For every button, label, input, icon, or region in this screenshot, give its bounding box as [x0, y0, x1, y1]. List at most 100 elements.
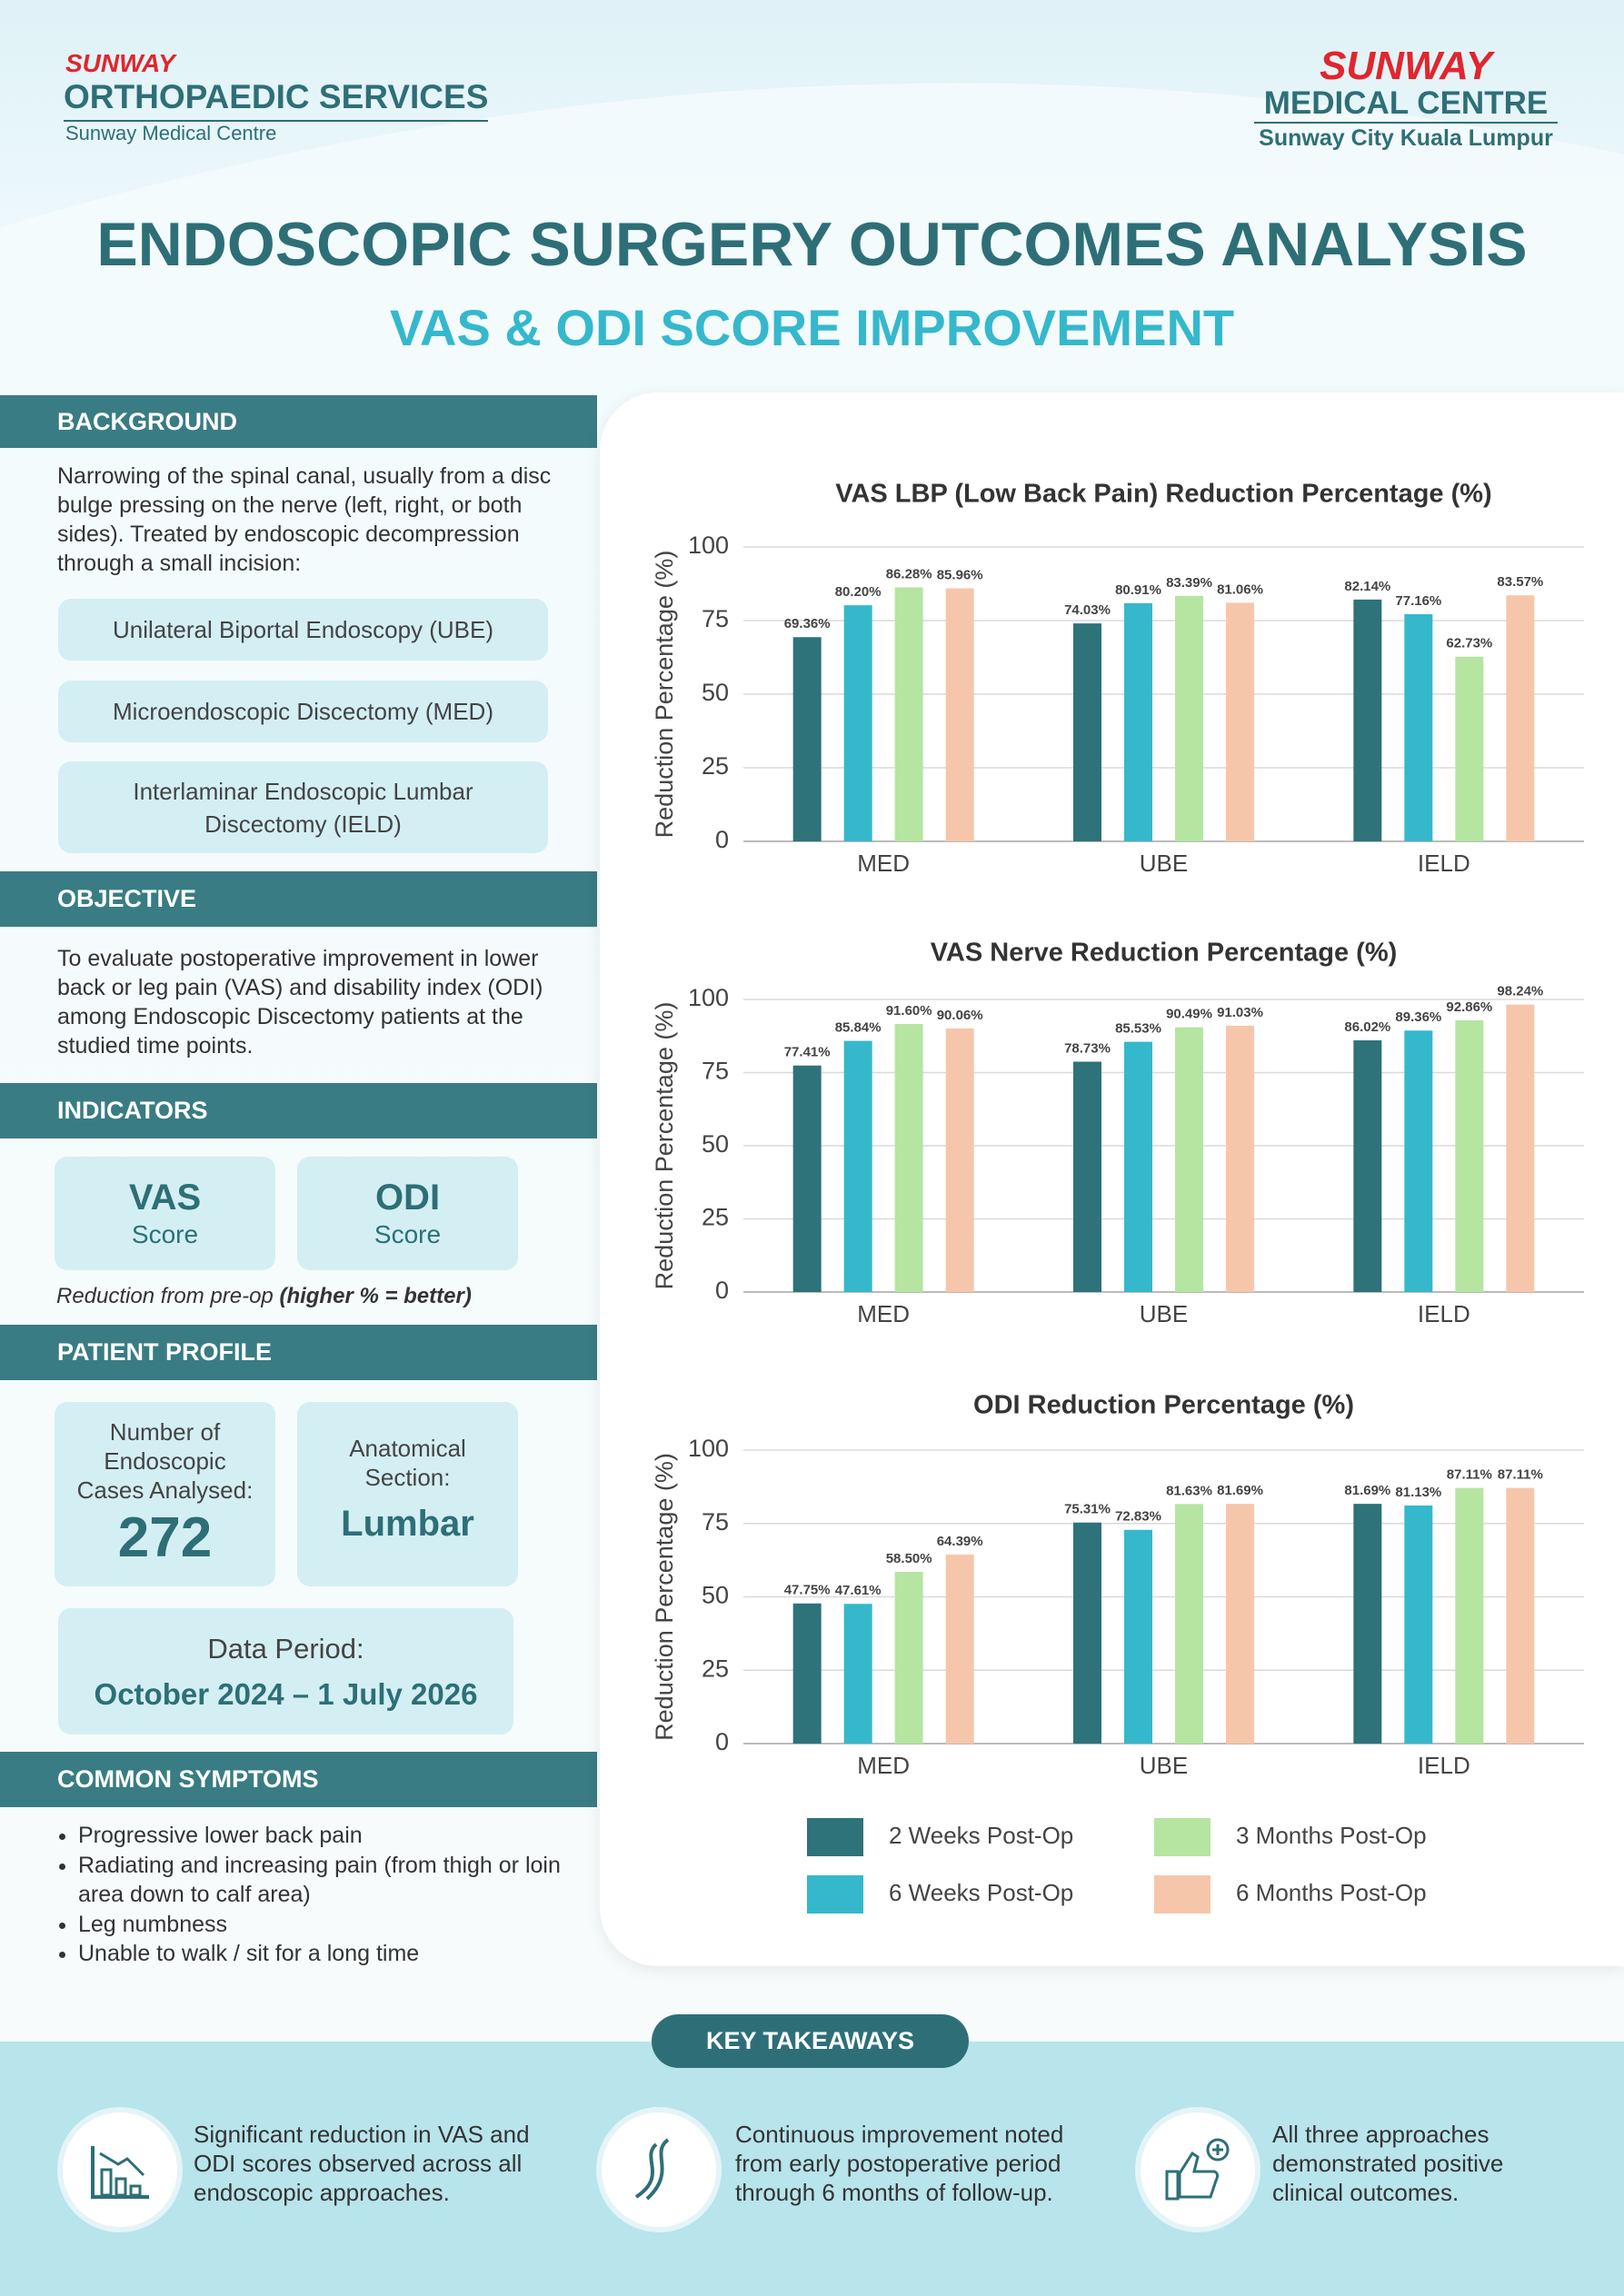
bar — [1124, 1041, 1152, 1292]
legend-swatch — [807, 1818, 863, 1856]
value-label: 69.36% — [784, 616, 831, 631]
bar — [1226, 1025, 1254, 1292]
period-label: Data Period: — [207, 1632, 364, 1665]
bar — [1455, 1487, 1484, 1744]
section-value: Lumbar — [341, 1503, 474, 1544]
bar — [1175, 1504, 1203, 1744]
bar — [1404, 1030, 1433, 1292]
approach-box: Interlaminar Endoscopic Lumbar Discectom… — [58, 761, 548, 853]
section-heading: PATIENT PROFILE — [0, 1325, 597, 1380]
legend-swatch — [807, 1875, 863, 1913]
value-label: 80.91% — [1115, 582, 1161, 598]
approach-box: Unilateral Biportal Endoscopy (UBE) — [58, 599, 548, 661]
chart-title: VAS Nerve Reduction Percentage (%) — [931, 939, 1398, 968]
value-label: 85.96% — [937, 567, 983, 582]
brand-left-top: SUNWAY — [65, 49, 175, 77]
x-tick-label: MED — [857, 1300, 910, 1327]
y-tick-label: 25 — [702, 1204, 729, 1231]
x-tick-label: IELD — [1418, 850, 1470, 877]
y-tick-label: 75 — [702, 605, 729, 632]
value-label: 47.75% — [784, 1583, 831, 1598]
value-label: 75.31% — [1064, 1502, 1111, 1517]
bar — [1073, 623, 1101, 841]
indicator-name: ODI — [374, 1177, 441, 1218]
legend-swatch — [1154, 1818, 1211, 1856]
icon-thumb — [1135, 2107, 1260, 2232]
value-label: 83.39% — [1166, 575, 1212, 591]
bar — [1124, 602, 1152, 841]
takeaway-text: Significant reduction in VAS and ODI sco… — [194, 2121, 530, 2206]
x-tick-label: UBE — [1140, 1300, 1188, 1327]
value-label: 82.14% — [1344, 579, 1390, 594]
legend-label: 6 Weeks Post-Op — [889, 1879, 1073, 1906]
takeaway-heading: KEY TAKEAWAYS — [652, 2014, 969, 2068]
value-label: 91.03% — [1217, 1005, 1263, 1020]
bar — [1455, 656, 1484, 841]
value-label: 85.84% — [835, 1020, 882, 1036]
note-emphasis: (higher % = better) — [279, 1284, 472, 1308]
brand-right-main: MEDICAL CENTRE — [1254, 85, 1558, 124]
bar — [945, 1555, 974, 1744]
value-label: 89.36% — [1395, 1009, 1441, 1025]
section-heading: INDICATORS — [0, 1083, 597, 1138]
cases-label: Number of Endoscopic Cases Analysed: — [76, 1417, 254, 1504]
value-label: 81.06% — [1217, 581, 1263, 597]
value-label: 47.61% — [835, 1583, 882, 1598]
section-heading: BACKGROUND — [0, 395, 597, 448]
bar — [894, 587, 923, 841]
bar — [1353, 599, 1382, 841]
symptom: Leg numbness — [78, 1910, 587, 1940]
bar — [843, 1040, 872, 1292]
value-label: 91.60% — [886, 1003, 932, 1019]
y-tick-label: 75 — [702, 1058, 729, 1085]
bar — [1404, 614, 1433, 841]
bar — [1124, 1529, 1152, 1744]
indicator-unit: Score — [131, 1219, 199, 1248]
bar — [1073, 1522, 1101, 1744]
y-tick-label: 0 — [715, 1277, 729, 1304]
bar — [1353, 1040, 1382, 1292]
x-tick-label: MED — [857, 1752, 910, 1779]
period-value: October 2024 – 1 July 2026 — [94, 1676, 478, 1711]
bar — [1175, 595, 1203, 841]
bar — [792, 1603, 822, 1744]
value-label: 90.06% — [937, 1008, 983, 1023]
y-axis-label: Reduction Percentage (%) — [651, 1453, 678, 1741]
icon-chart — [57, 2107, 183, 2232]
indicator-name: VAS — [128, 1177, 202, 1218]
brand-right-top: SUNWAY — [1320, 44, 1492, 88]
y-tick-label: 100 — [688, 532, 729, 559]
x-tick-label: IELD — [1418, 1300, 1470, 1327]
bar — [843, 605, 872, 841]
takeaway-icons — [57, 2107, 1260, 2232]
takeaway-text: All three approaches demonstrated positi… — [1272, 2121, 1504, 2206]
bar — [792, 637, 822, 841]
bar — [1506, 595, 1535, 841]
note: Reduction from pre-op — [56, 1284, 274, 1308]
y-axis-label: Reduction Percentage (%) — [651, 551, 678, 839]
takeaway-band — [0, 2042, 1624, 2296]
value-label: 83.57% — [1497, 574, 1543, 590]
legend-label: 6 Months Post-Op — [1236, 1879, 1427, 1906]
background-text: Narrowing of the spinal canal, usually f… — [57, 463, 552, 576]
symptom: Radiating and increasing pain (from thig… — [78, 1851, 587, 1910]
value-label: 77.16% — [1395, 593, 1441, 609]
bar — [945, 588, 974, 841]
profile-box: Data Period: October 2024 – 1 July 2026 — [58, 1608, 513, 1734]
y-tick-label: 25 — [702, 752, 729, 780]
approach-box: Microendoscopic Discectomy (MED) — [58, 681, 548, 742]
value-label: 98.24% — [1497, 984, 1543, 999]
value-label: 87.11% — [1498, 1467, 1543, 1483]
bar — [894, 1024, 923, 1292]
symptom-list: Progressive lower back pain Radiating an… — [36, 1821, 587, 1969]
section-heading: OBJECTIVE — [0, 871, 597, 927]
indicator-note: Reduction from pre-op (higher % = better… — [56, 1284, 472, 1309]
bar — [1353, 1504, 1382, 1744]
value-label: 81.63% — [1166, 1483, 1212, 1498]
value-label: 58.50% — [886, 1551, 932, 1566]
bar — [1506, 1004, 1535, 1292]
objective-text: To evaluate postoperative improvement in… — [57, 946, 543, 1059]
brand-left-main: ORTHOPAEDIC SERVICES — [64, 78, 489, 122]
value-label: 62.73% — [1446, 636, 1492, 651]
